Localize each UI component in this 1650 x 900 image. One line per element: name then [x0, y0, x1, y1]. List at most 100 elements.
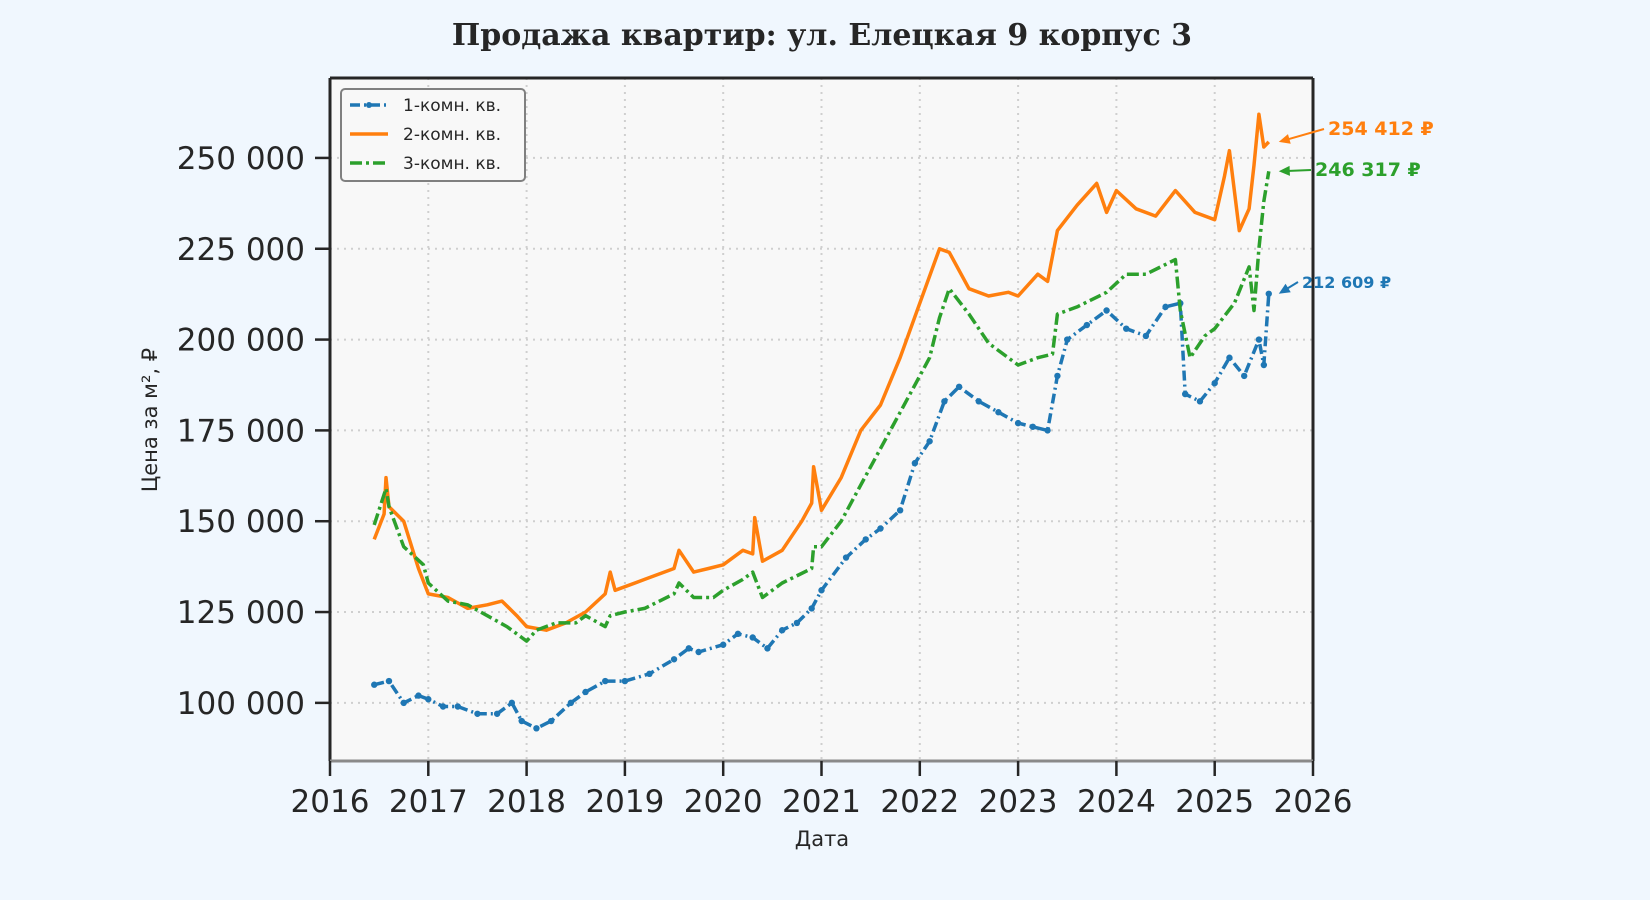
data-point: [415, 692, 422, 699]
data-point: [685, 645, 692, 652]
data-point: [518, 717, 525, 725]
annotation-arrowhead: [1278, 283, 1291, 294]
series-line: [373, 293, 1271, 731]
price-chart: Продажа квартир: ул. Елецкая 9 корпус 3 …: [138, 18, 1434, 851]
data-point: [1240, 372, 1248, 380]
y-tick-label: 150 000: [177, 504, 305, 540]
data-point: [896, 507, 904, 514]
data-point: [1103, 307, 1110, 314]
data-point: [371, 681, 378, 688]
data-point: [646, 670, 653, 678]
data-point: [474, 710, 481, 717]
data-point: [1260, 361, 1268, 369]
data-point: [1142, 332, 1150, 340]
data-point: [862, 536, 869, 543]
data-point: [439, 703, 447, 710]
end-value-label: 254 412 ₽: [1328, 118, 1434, 140]
chart-title: Продажа квартир: ул. Елецкая 9 корпус 3: [452, 18, 1192, 53]
y-tick-label: 225 000: [177, 232, 305, 268]
x-tick-label: 2020: [684, 784, 763, 820]
x-tick-label: 2024: [1077, 784, 1156, 820]
data-point: [911, 459, 919, 467]
data-point: [493, 710, 501, 717]
annotation-arrow: [1283, 128, 1325, 142]
y-axis-label: Цена за м², ₽: [138, 348, 162, 492]
data-point: [955, 383, 963, 391]
data-point: [547, 717, 555, 725]
data-point: [1064, 336, 1071, 343]
series-line: [372, 112, 1271, 632]
x-tick-label: 2018: [487, 784, 566, 820]
data-point: [808, 605, 815, 612]
legend-box: [340, 88, 526, 182]
y-tick-label: 250 000: [177, 141, 305, 177]
data-point: [778, 627, 786, 634]
data-point: [385, 677, 393, 685]
data-point: [1054, 372, 1061, 380]
data-point: [877, 525, 884, 532]
x-tick-label: 2023: [979, 784, 1058, 820]
data-point: [1162, 303, 1169, 311]
data-point: [1029, 423, 1037, 430]
data-point: [400, 699, 407, 707]
data-point: [941, 398, 948, 405]
x-tick-label: 2022: [880, 784, 959, 820]
y-tick-label: 175 000: [177, 413, 305, 449]
data-point: [926, 438, 933, 445]
data-point: [1265, 290, 1272, 297]
y-tick-label: 125 000: [177, 595, 305, 631]
legend-label-3room: 3-комн. кв.: [403, 154, 501, 174]
legend-marker-1room: [366, 102, 372, 108]
data-point: [695, 648, 702, 656]
data-point: [720, 641, 727, 648]
annotation-arrowhead: [1278, 165, 1290, 176]
end-value-label: 246 317 ₽: [1315, 159, 1421, 181]
y-ticks: 100 000 125 000 150 000 175 000 200 000 225 0…: [177, 141, 330, 722]
data-point: [425, 696, 432, 703]
data-point: [1196, 398, 1204, 405]
x-ticks: 2016 2017 2018 2019 2020 2021 2022 2023 2024 2025…: [291, 761, 1353, 820]
data-point: [1083, 321, 1091, 329]
data-point: [1182, 390, 1189, 398]
series-layer: [371, 112, 1272, 732]
data-point: [818, 587, 825, 594]
x-tick-label: 2017: [389, 784, 468, 820]
data-point: [842, 554, 850, 561]
data-point: [1211, 379, 1218, 387]
x-tick-label: 2016: [291, 784, 370, 820]
x-tick-label: 2019: [585, 784, 664, 820]
annotations: 212 609 ₽ 254 412 ₽ 246 317 ₽: [1278, 118, 1434, 294]
legend-label-1room: 1-комн. кв.: [403, 96, 501, 116]
data-point: [1226, 354, 1233, 361]
data-point: [1123, 325, 1130, 332]
legend-label-2room: 2-комн. кв.: [403, 125, 501, 145]
y-tick-label: 200 000: [177, 323, 305, 359]
end-value-label: 212 609 ₽: [1302, 273, 1391, 292]
data-point: [749, 634, 756, 641]
data-point: [764, 645, 771, 652]
data-point: [454, 703, 461, 710]
data-point: [793, 619, 801, 627]
data-point: [1255, 336, 1263, 343]
series-2: [372, 112, 1271, 632]
series-1: [371, 290, 1272, 732]
data-point: [567, 699, 575, 707]
data-point: [734, 630, 742, 638]
x-axis-label: Дата: [795, 827, 849, 851]
data-point: [670, 656, 678, 663]
data-point: [975, 398, 982, 405]
x-tick-label: 2026: [1274, 784, 1353, 820]
x-tick-label: 2025: [1175, 784, 1254, 820]
data-point: [621, 677, 629, 685]
data-point: [1044, 427, 1051, 434]
series-line: [372, 171, 1271, 643]
legend: 1-комн. кв. 2-комн. кв. 3-комн. кв.: [340, 88, 526, 182]
data-point: [533, 725, 540, 732]
data-point: [1014, 419, 1022, 427]
data-point: [602, 677, 609, 685]
data-point: [508, 699, 516, 707]
series-3: [372, 171, 1271, 643]
data-point: [582, 688, 589, 696]
y-tick-label: 100 000: [177, 686, 305, 722]
x-tick-label: 2021: [782, 784, 861, 820]
